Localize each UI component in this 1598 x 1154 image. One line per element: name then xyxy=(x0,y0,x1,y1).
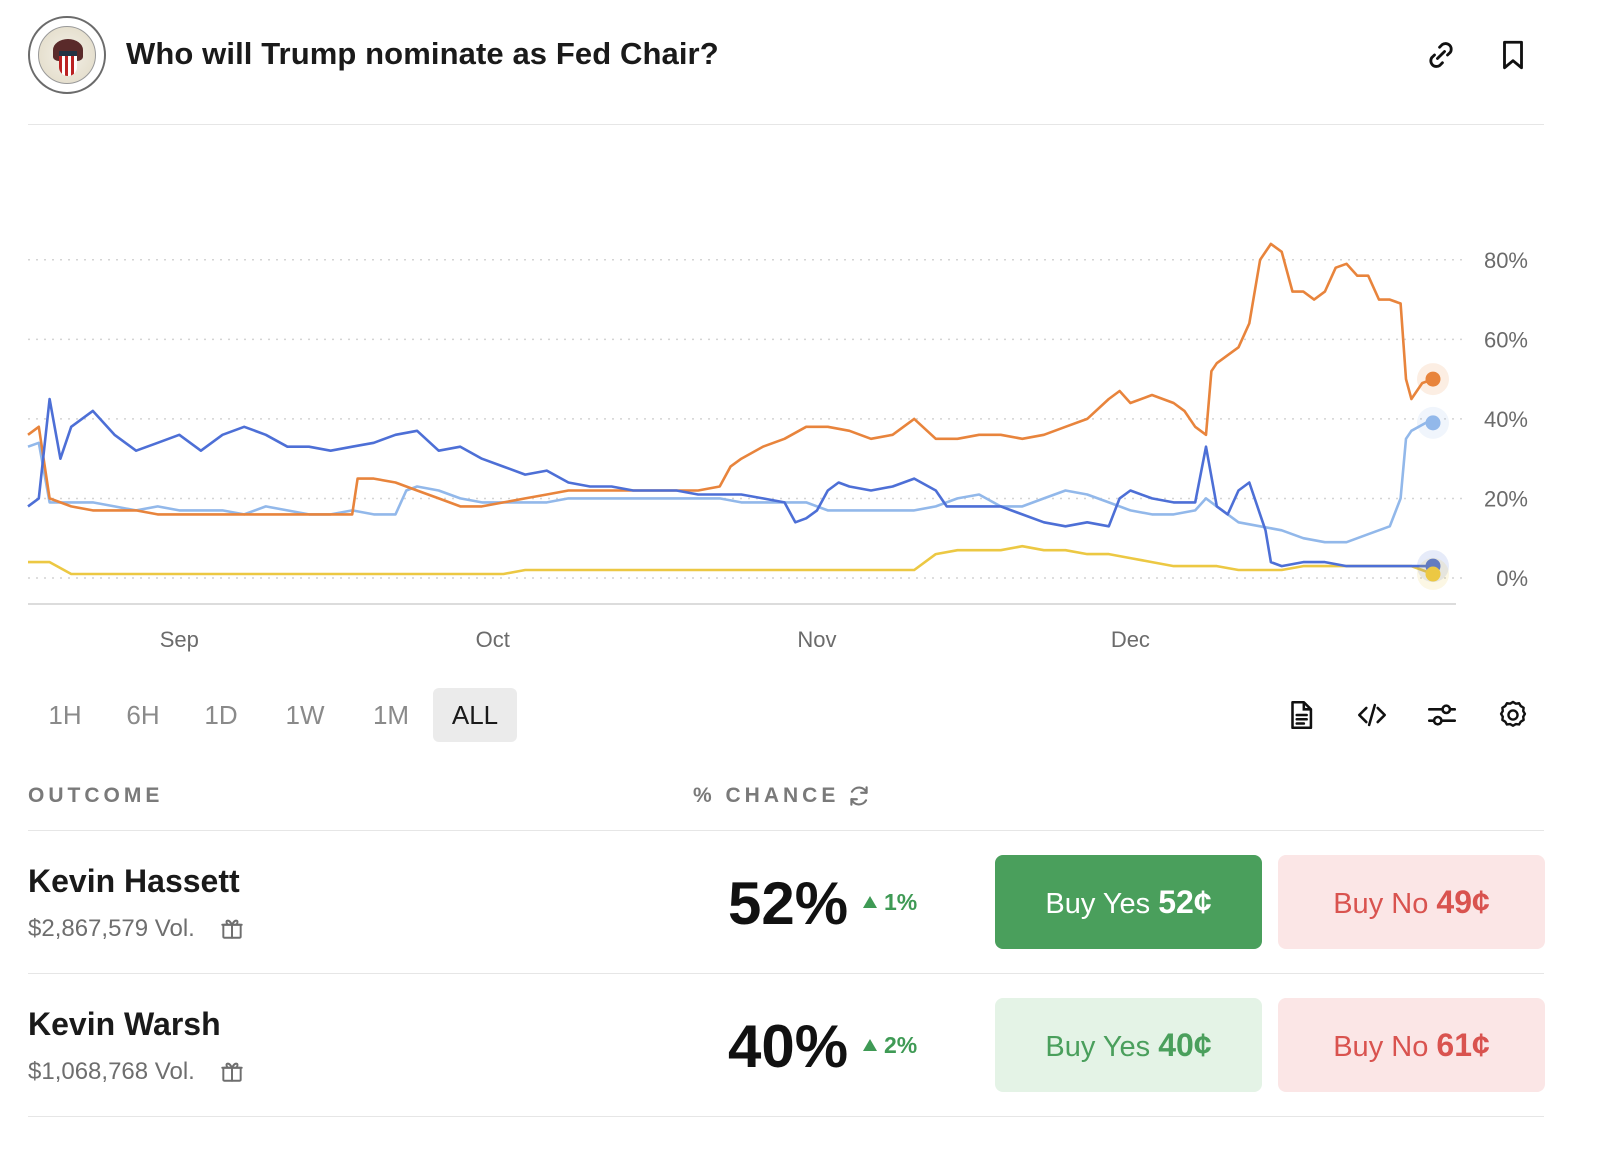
end-marker xyxy=(1425,566,1441,582)
y-tick-label: 40% xyxy=(1484,407,1528,432)
header-divider xyxy=(28,124,1544,125)
settings-gear-icon[interactable] xyxy=(1496,698,1530,732)
row-divider xyxy=(28,1116,1544,1117)
table-header-divider xyxy=(28,830,1544,831)
y-tick-label: 20% xyxy=(1484,486,1528,511)
x-tick-label: Nov xyxy=(797,627,836,652)
buy-yes-price: 40¢ xyxy=(1158,1027,1212,1063)
buy-no-button[interactable]: Buy No 49¢ xyxy=(1278,855,1545,949)
end-marker xyxy=(1425,415,1441,431)
y-tick-label: 60% xyxy=(1484,327,1528,352)
buy-yes-button[interactable]: Buy Yes 52¢ xyxy=(995,855,1262,949)
outcome-name: Kevin Hassett xyxy=(28,863,240,899)
buy-no-button[interactable]: Buy No 61¢ xyxy=(1278,998,1545,1092)
row-divider xyxy=(28,973,1544,974)
outcome-name: Kevin Warsh xyxy=(28,1006,221,1042)
chance-delta: 2% xyxy=(884,1032,918,1058)
chance-delta: 1% xyxy=(884,889,918,915)
outcome-row[interactable]: Kevin Warsh $1,068,768 Vol. 40% 2% Buy Y… xyxy=(0,974,1598,1117)
price-chart[interactable]: 80% 60% 40% 20% 0% Sep Oct Nov Dec xyxy=(0,130,1598,670)
chance-value: 52% xyxy=(728,870,849,937)
series-line-kevin-warsh xyxy=(27,397,1433,568)
series-line-light-blue-candidate xyxy=(27,417,1434,544)
refresh-icon[interactable] xyxy=(846,783,872,809)
buy-no-price: 49¢ xyxy=(1436,884,1490,920)
outcome-column-header: OUTCOME xyxy=(28,784,164,807)
range-1m[interactable]: 1M xyxy=(372,700,410,730)
buy-yes-label: Buy Yes xyxy=(1045,888,1151,920)
x-tick-label: Sep xyxy=(160,627,199,652)
range-1d[interactable]: 1D xyxy=(204,700,238,730)
filter-sliders-icon[interactable] xyxy=(1425,698,1459,732)
document-icon[interactable] xyxy=(1284,698,1318,732)
x-axis: Sep Oct Nov Dec xyxy=(28,603,1456,652)
range-1h[interactable]: 1H xyxy=(48,700,82,730)
end-marker xyxy=(1425,371,1441,387)
gift-icon[interactable] xyxy=(219,1058,245,1084)
chart-series xyxy=(27,242,1434,576)
fed-seal-logo xyxy=(28,16,106,94)
y-tick-label: 0% xyxy=(1496,566,1528,591)
series-line-yellow-candidate xyxy=(28,544,1434,576)
embed-code-icon[interactable] xyxy=(1355,698,1389,732)
seal-inner-ring xyxy=(38,26,96,84)
link-icon[interactable] xyxy=(1424,38,1458,72)
page-title: Who will Trump nominate as Fed Chair? xyxy=(126,36,719,71)
bookmark-icon[interactable] xyxy=(1496,38,1530,72)
x-tick-label: Oct xyxy=(476,627,510,652)
outcome-volume: $1,068,768 Vol. xyxy=(28,1058,195,1085)
y-tick-label: 80% xyxy=(1484,248,1528,273)
chart-end-markers xyxy=(1417,363,1449,591)
market-header: Who will Trump nominate as Fed Chair? xyxy=(0,0,1598,126)
range-all[interactable]: ALL xyxy=(433,688,517,742)
buy-yes-label: Buy Yes xyxy=(1045,1031,1151,1063)
series-line-kevin-hassett xyxy=(27,242,1434,516)
chance-column-header: % CHANCE xyxy=(693,784,840,807)
chance-value: 40% xyxy=(728,1013,849,1080)
gift-icon[interactable] xyxy=(219,915,245,941)
up-triangle-icon xyxy=(863,896,877,908)
x-tick-label: Dec xyxy=(1111,627,1150,652)
buy-no-price: 61¢ xyxy=(1436,1027,1490,1063)
range-1w[interactable]: 1W xyxy=(285,700,325,730)
y-axis: 80% 60% 40% 20% 0% xyxy=(1484,248,1528,591)
chart-grid xyxy=(28,259,1462,579)
buy-yes-button[interactable]: Buy Yes 40¢ xyxy=(995,998,1262,1092)
outcome-row[interactable]: Kevin Hassett $2,867,579 Vol. 52% 1% Buy… xyxy=(0,831,1598,974)
buy-no-label: Buy No xyxy=(1333,888,1429,920)
buy-no-label: Buy No xyxy=(1333,1031,1429,1063)
range-6h[interactable]: 6H xyxy=(126,700,160,730)
shield-icon xyxy=(59,51,77,76)
buy-yes-price: 52¢ xyxy=(1158,884,1212,920)
up-triangle-icon xyxy=(863,1039,877,1051)
outcome-volume: $2,867,579 Vol. xyxy=(28,915,195,942)
